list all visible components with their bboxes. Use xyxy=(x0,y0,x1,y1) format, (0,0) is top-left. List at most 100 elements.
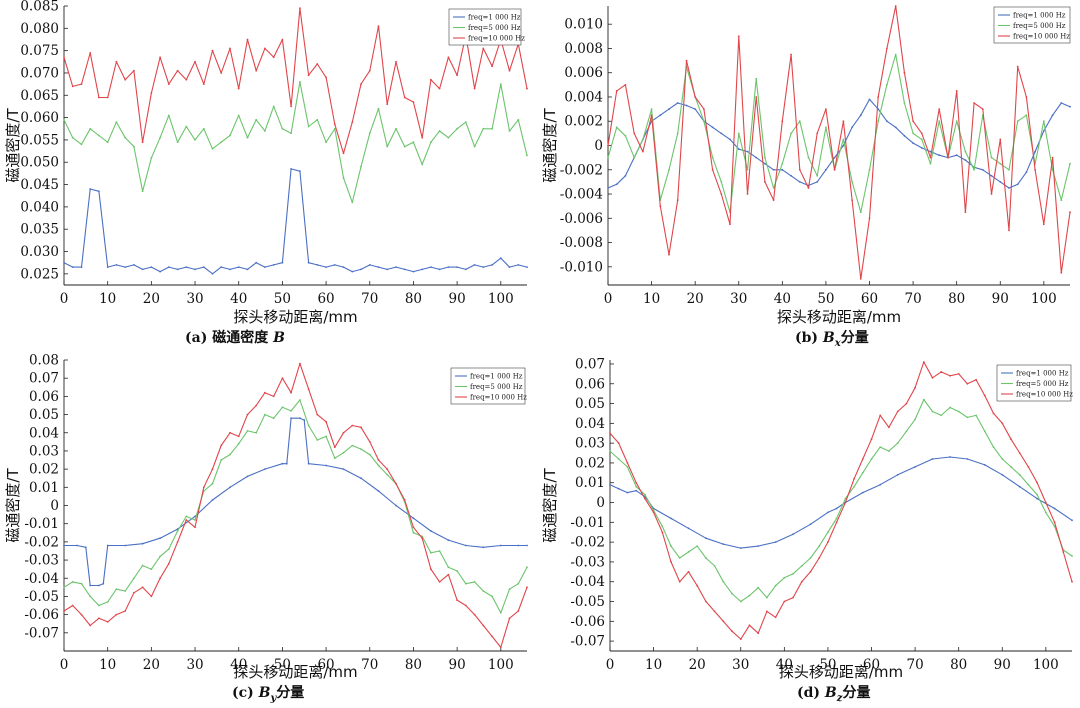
data-point xyxy=(237,87,240,90)
data-point xyxy=(395,504,397,507)
data-point xyxy=(255,69,258,72)
data-point xyxy=(159,577,162,580)
y-tick-label: 0.050 xyxy=(20,155,59,171)
data-point xyxy=(929,156,932,159)
legend-entry: freq=1 000 Hz xyxy=(1016,370,1069,378)
data-point xyxy=(307,125,310,128)
data-point xyxy=(368,264,371,266)
data-point xyxy=(491,635,493,638)
data-point xyxy=(1069,105,1071,108)
y-axis-label: 磁通密度/T xyxy=(541,468,559,543)
data-point xyxy=(816,181,819,183)
y-tick-label: -0.07 xyxy=(24,625,59,641)
x-tick-label: 80 xyxy=(950,657,967,673)
data-point xyxy=(626,462,629,464)
y-tick-label: 0.05 xyxy=(575,396,605,412)
data-point xyxy=(229,453,231,456)
data-point xyxy=(1042,130,1045,132)
data-point xyxy=(115,264,118,266)
data-point xyxy=(818,557,821,559)
data-point xyxy=(84,546,87,549)
data-point xyxy=(859,211,862,214)
data-point xyxy=(290,417,292,420)
y-tick-label: 0.07 xyxy=(29,371,59,387)
data-point xyxy=(914,386,916,389)
data-point xyxy=(176,268,179,271)
data-point xyxy=(124,266,127,268)
data-point xyxy=(886,83,888,86)
data-point xyxy=(1001,473,1004,476)
x-tick-label: 100 xyxy=(1031,291,1057,307)
x-tick-label: 80 xyxy=(405,291,422,307)
data-point xyxy=(807,187,810,189)
data-point xyxy=(842,144,845,147)
data-point xyxy=(102,582,105,585)
y-tick-label: -0.010 xyxy=(560,259,603,275)
data-point xyxy=(1060,102,1063,104)
x-tick-label: 40 xyxy=(230,291,247,307)
data-point xyxy=(626,491,629,494)
data-point xyxy=(430,78,432,81)
x-tick-label: 100 xyxy=(1033,657,1059,673)
x-tick-label: 70 xyxy=(907,657,924,673)
data-point xyxy=(430,141,432,144)
data-point xyxy=(783,576,786,579)
data-point xyxy=(790,53,792,56)
data-point xyxy=(914,418,916,421)
data-point xyxy=(106,141,109,144)
data-point xyxy=(368,69,371,72)
data-point xyxy=(167,83,170,85)
data-point xyxy=(609,483,611,486)
data-point xyxy=(456,127,458,130)
y-tick-label: -0.05 xyxy=(570,594,605,610)
legend-entry: freq=1 000 Hz xyxy=(1013,12,1066,20)
data-point xyxy=(764,162,766,165)
y-tick-label: 0.085 xyxy=(20,0,59,15)
legend-entry: freq=5 000 Hz xyxy=(1013,22,1066,30)
data-point xyxy=(325,420,327,423)
x-tick-label: 20 xyxy=(143,291,160,307)
data-point xyxy=(115,121,118,123)
data-point xyxy=(966,416,969,419)
y-tick-label: -0.004 xyxy=(560,187,603,203)
data-point xyxy=(106,96,109,99)
data-point xyxy=(635,481,638,484)
y-tick-label: -0.01 xyxy=(24,516,59,532)
data-point xyxy=(888,426,890,429)
data-point xyxy=(106,266,109,268)
data-point xyxy=(894,5,897,7)
data-point xyxy=(731,630,733,633)
data-point xyxy=(615,126,618,129)
data-point xyxy=(412,141,415,144)
data-point xyxy=(333,127,336,130)
data-point xyxy=(438,550,441,552)
data-point xyxy=(870,438,873,441)
data-point xyxy=(746,193,749,195)
x-tick-label: 20 xyxy=(689,657,706,673)
data-point xyxy=(999,138,1002,141)
data-point xyxy=(316,439,319,441)
data-point xyxy=(905,402,908,405)
data-point xyxy=(386,468,389,470)
data-point xyxy=(447,56,450,59)
data-point xyxy=(133,69,135,72)
data-point xyxy=(464,121,467,123)
data-point xyxy=(755,77,758,80)
data-point xyxy=(1042,120,1045,123)
x-tick-label: 50 xyxy=(274,291,291,307)
data-point xyxy=(1044,501,1047,504)
data-point xyxy=(842,120,845,123)
data-point xyxy=(508,617,511,620)
data-point xyxy=(482,127,485,130)
data-point xyxy=(473,613,476,616)
data-point xyxy=(1053,521,1056,524)
data-point xyxy=(678,580,681,583)
x-tick-label: 10 xyxy=(99,291,116,307)
series-line-1 xyxy=(607,98,1071,189)
data-point xyxy=(1071,555,1073,557)
data-point xyxy=(844,501,847,504)
data-point xyxy=(438,581,441,583)
data-point xyxy=(938,120,941,123)
series-line-2 xyxy=(63,399,528,614)
x-axis-label: 探头移动距离/mm xyxy=(779,663,903,681)
